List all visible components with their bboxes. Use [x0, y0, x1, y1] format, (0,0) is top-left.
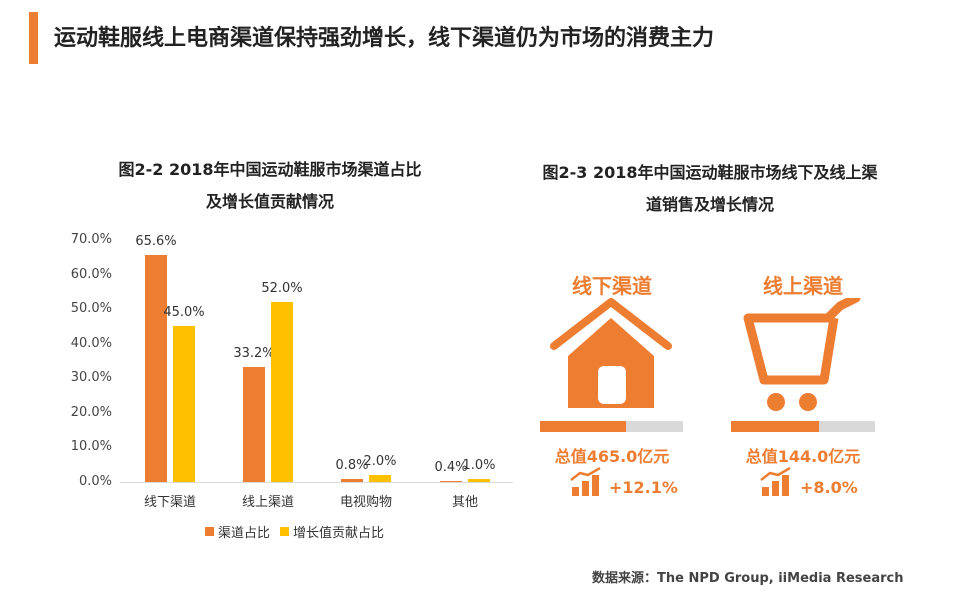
data-label: 1.0% [462, 457, 496, 473]
online-growth: +8.0% [800, 478, 858, 497]
data-source: 数据来源：The NPD Group, iiMedia Research [592, 571, 904, 586]
y-tick-label: 50.0% [70, 301, 112, 317]
channel-name-offline: 线下渠道 [572, 274, 652, 298]
growth-chart-icon [760, 467, 791, 496]
chart-title-line2: 及增长值贡献情况 [205, 192, 334, 211]
online-share-bar [731, 421, 875, 432]
data-label: 52.0% [261, 281, 303, 297]
chart-title-line1: 图2-2 2018年中国运动鞋服市场渠道占比 [118, 160, 422, 179]
bar-growth-share [369, 475, 391, 482]
chart-title: 图2-2 2018年中国运动鞋服市场渠道占比 及增长值贡献情况 [60, 154, 480, 218]
y-tick-label: 60.0% [70, 266, 112, 282]
panel2-title-line2: 道销售及增长情况 [645, 195, 774, 214]
x-tick-label: 其他 [451, 495, 478, 510]
y-tick-label: 30.0% [70, 370, 112, 386]
panel2-title-line1: 图2-3 2018年中国运动鞋服市场线下及线上渠 [542, 163, 878, 182]
y-tick-label: 70.0% [70, 232, 112, 247]
shopping-cart-icon [743, 298, 861, 411]
data-label: 33.2% [233, 346, 275, 362]
offline-growth: +12.1% [609, 478, 678, 497]
online-total: 总值144.0亿元 [745, 447, 861, 466]
y-tick-label: 40.0% [70, 335, 112, 351]
data-label: 45.0% [163, 305, 205, 321]
legend-swatch-growth-share [280, 527, 290, 536]
data-label: 65.6% [135, 234, 177, 250]
bar-channel-share [440, 480, 462, 482]
x-tick-label: 电视购物 [339, 495, 392, 510]
data-label: 0.8% [335, 458, 369, 474]
legend-label-growth-share: 增长值贡献占比 [293, 526, 385, 541]
accent-bar [29, 12, 38, 64]
y-tick-label: 20.0% [70, 404, 112, 420]
growth-chart-icon [570, 467, 601, 496]
data-label: 0.4% [434, 459, 468, 475]
bar-growth-share [468, 478, 490, 482]
offline-total: 总值465.0亿元 [554, 447, 670, 466]
data-label: 2.0% [363, 454, 397, 470]
x-tick-label: 线下渠道 [143, 495, 196, 510]
bar-growth-share [173, 326, 195, 482]
channel-name-online: 线上渠道 [763, 274, 843, 298]
legend-label-channel-share: 渠道占比 [218, 526, 271, 541]
page-headline: 运动鞋服线上电商渠道保持强劲增长，线下渠道仍为市场的消费主力 [54, 26, 715, 51]
x-tick-label: 线上渠道 [241, 495, 294, 510]
house-icon [550, 298, 672, 408]
bar-channel-share [243, 367, 265, 482]
panel2-title: 图2-3 2018年中国运动鞋服市场线下及线上渠 道销售及增长情况 [510, 157, 910, 221]
chart-legend: 渠道占比 增长值贡献占比 [205, 522, 384, 541]
y-tick-label: 10.0% [70, 439, 112, 455]
bar-channel-share [341, 479, 363, 482]
offline-share-bar [540, 421, 683, 432]
legend-swatch-channel-share [205, 527, 214, 536]
y-tick-label: 0.0% [78, 474, 112, 489]
bar-channel-share [145, 255, 167, 482]
bar-growth-share [271, 302, 293, 482]
x-axis-line [120, 482, 513, 483]
